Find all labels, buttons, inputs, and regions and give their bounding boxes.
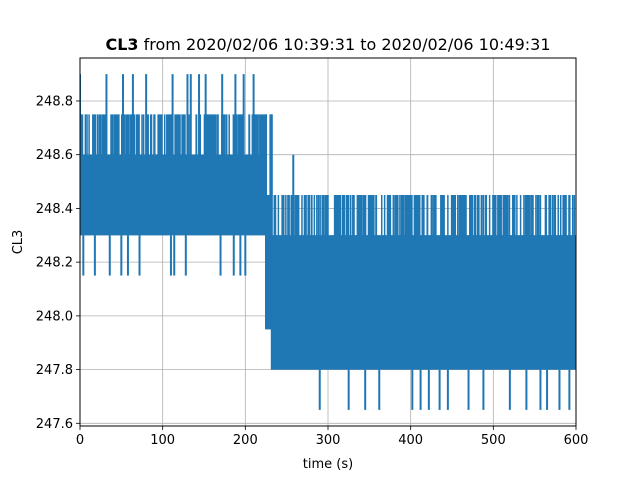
- x-tick-label: 200: [233, 433, 258, 448]
- series-band: [271, 235, 576, 370]
- x-tick-label: 400: [398, 433, 423, 448]
- y-axis-label: CL3: [11, 230, 26, 255]
- x-tick-label: 0: [76, 433, 84, 448]
- series-band: [266, 194, 272, 330]
- y-tick-label: 248.0: [36, 309, 73, 324]
- chart-title-rest: from 2020/02/06 10:39:31 to 2020/02/06 1…: [139, 35, 551, 54]
- y-tick-label: 248.8: [36, 94, 73, 109]
- series-band: [80, 154, 266, 236]
- y-tick-label: 248.2: [36, 256, 73, 271]
- x-axis-ticks: 0 100 200 300 400 500 600: [76, 426, 589, 448]
- plot-area: [80, 74, 576, 410]
- x-tick-label: 600: [564, 433, 589, 448]
- chart-title: CL3 from 2020/02/06 10:39:31 to 2020/02/…: [105, 35, 550, 54]
- y-tick-label: 248.4: [36, 202, 73, 217]
- y-tick-label: 247.8: [36, 363, 73, 378]
- chart-title-bold: CL3: [105, 35, 138, 54]
- x-tick-label: 300: [316, 433, 341, 448]
- x-tick-label: 500: [481, 433, 506, 448]
- y-tick-label: 248.6: [36, 148, 73, 163]
- y-axis-ticks: 247.6 247.8 248.0 248.2 248.4 248.6 248.8: [36, 94, 80, 432]
- y-tick-label: 247.6: [36, 417, 73, 432]
- x-tick-label: 100: [150, 433, 175, 448]
- series-line: [80, 74, 576, 410]
- x-axis-label: time (s): [303, 457, 353, 472]
